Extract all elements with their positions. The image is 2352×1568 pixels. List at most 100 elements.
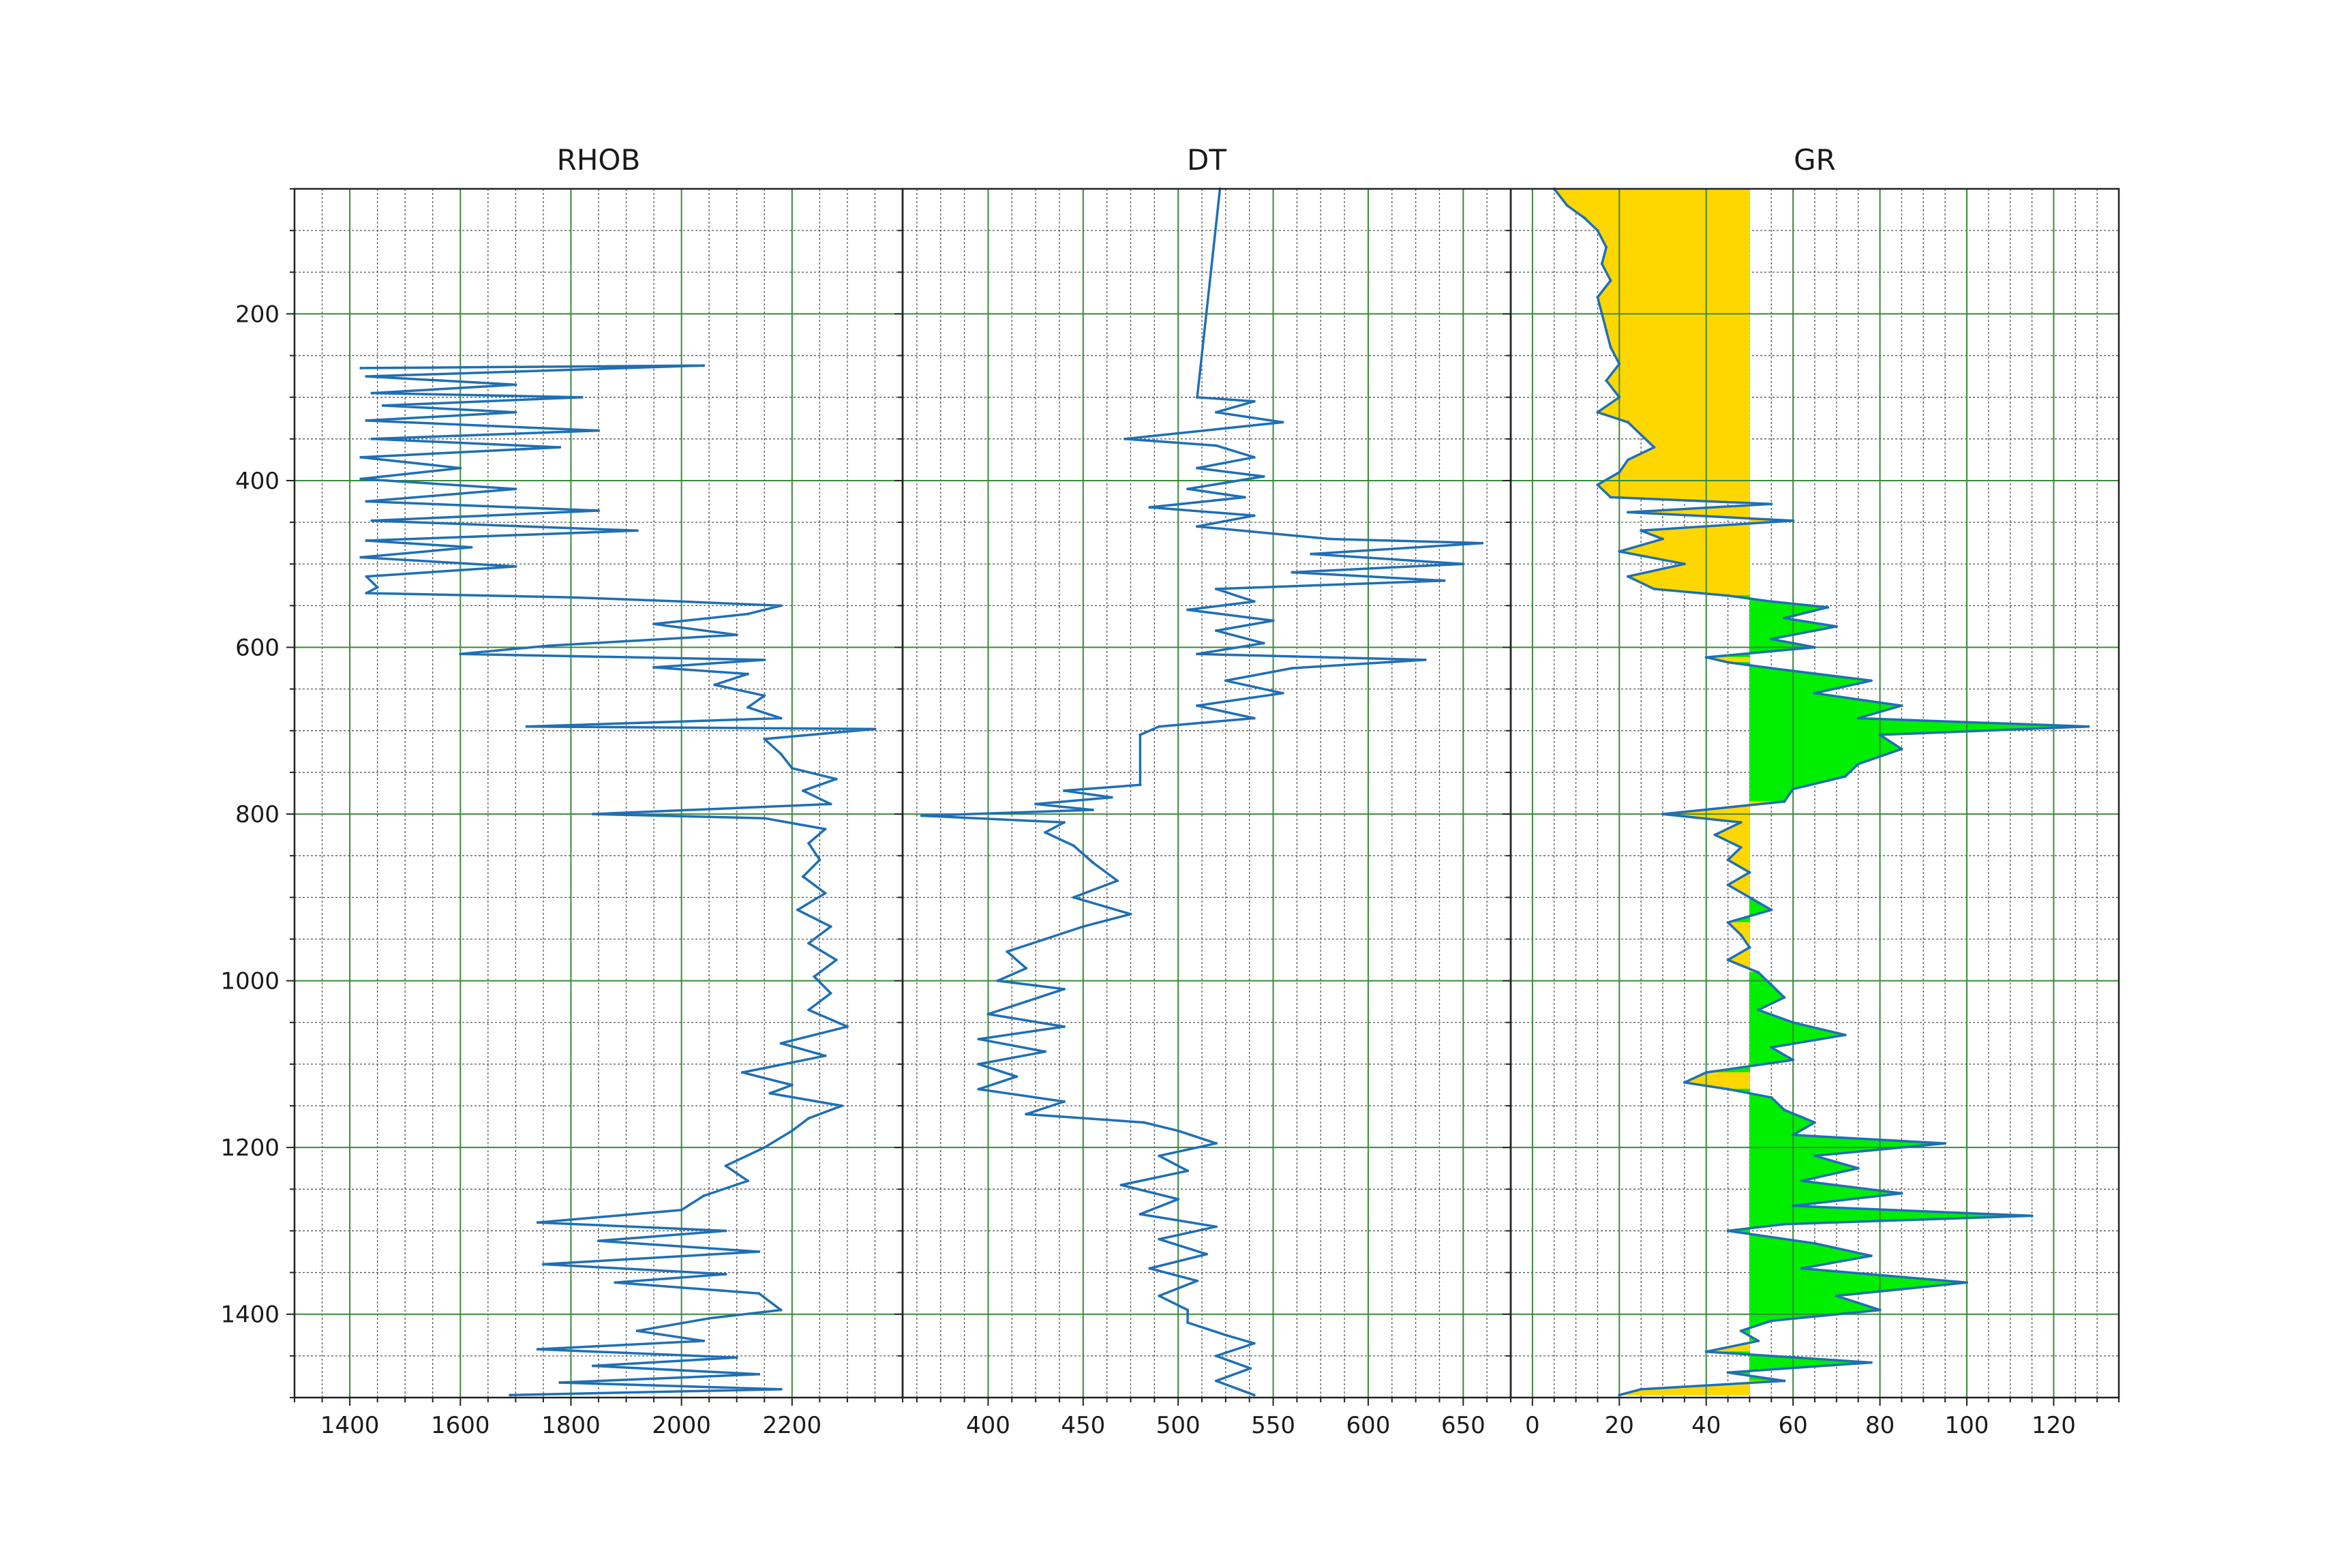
rhob-data-point <box>365 375 368 378</box>
dt-data-point <box>1139 1212 1142 1216</box>
dt-data-point <box>1481 541 1484 545</box>
dt-data-point <box>1091 808 1094 811</box>
rhob-data-point <box>541 1263 545 1266</box>
rhob-data-point <box>824 828 827 831</box>
rhob-data-point <box>536 1348 539 1351</box>
gr-data-point <box>1835 1294 1838 1297</box>
rhob-data-point <box>779 1308 783 1312</box>
rhob-data-point <box>763 694 766 697</box>
x-tick-label: 20 <box>1605 1412 1634 1439</box>
dt-data-point <box>1025 1113 1028 1116</box>
gr-data-point <box>1653 587 1656 590</box>
rhob-data-point <box>824 1054 827 1057</box>
dt-data-point <box>1081 925 1085 929</box>
rhob-data-point <box>802 789 805 792</box>
gr-data-point <box>1640 1387 1643 1391</box>
track-rhob: 1400 1600 1800 2000 2200 200 400 600 800 1000 1200… <box>220 143 904 1439</box>
dt-curve-group <box>920 187 1484 1397</box>
dt-data-point <box>1143 1121 1146 1124</box>
gr-data-point <box>1770 1319 1773 1323</box>
sand-fill-segment <box>1610 346 1750 365</box>
rhob-data-point <box>757 1292 761 1295</box>
dt-data-point <box>1062 789 1066 792</box>
rhob-data-point <box>702 364 706 367</box>
rhob-minor-grid <box>294 188 903 1398</box>
dt-data-point <box>1015 1075 1019 1079</box>
rhob-data-point <box>790 1083 794 1087</box>
gr-data-point <box>1783 996 1786 999</box>
rhob-data-point <box>652 665 656 669</box>
x-tick-label: 60 <box>1779 1412 1808 1439</box>
gr-data-point <box>1609 346 1612 349</box>
gr-data-point <box>1596 229 1599 232</box>
gr-data-point <box>1748 946 1751 949</box>
rhob-data-point <box>834 777 838 781</box>
dt-data-point <box>986 1012 990 1016</box>
rhob-data-point <box>381 404 385 407</box>
gr-data-point <box>1800 1267 1803 1270</box>
track-dt: 400 450 500 550 600 650 DT <box>894 143 1512 1439</box>
rhob-data-point <box>635 1329 639 1333</box>
rhob-data-point <box>558 1381 562 1384</box>
dt-data-point <box>1196 1279 1199 1282</box>
dt-data-point <box>1072 844 1075 847</box>
gr-data-point <box>1813 691 1816 695</box>
gr-data-point <box>1770 1096 1773 1099</box>
rhob-track-title: RHOB <box>557 143 641 177</box>
y-tick-label: 1200 <box>220 1134 280 1162</box>
x-tick-label: 120 <box>2032 1412 2076 1439</box>
gr-data-point <box>1856 1166 1860 1170</box>
dt-data-point <box>1186 1169 1190 1173</box>
rhob-data-point <box>652 622 656 626</box>
gr-data-point <box>1770 667 1773 670</box>
rhob-data-point <box>597 1239 600 1243</box>
dt-data-point <box>1062 1025 1066 1028</box>
x-tick-label: 400 <box>966 1412 1010 1439</box>
sand-fill-segment <box>1640 434 1750 448</box>
rhob-data-point <box>514 383 517 387</box>
sand-fill-segment <box>1601 314 1750 331</box>
dt-data-point <box>1177 1129 1180 1132</box>
rhob-major-grid <box>295 189 903 1398</box>
gr-data-point <box>1565 204 1569 207</box>
gr-data-point <box>1600 312 1603 316</box>
rhob-data-point <box>365 592 368 595</box>
sand-fill-segment <box>1597 484 1750 498</box>
sand-fill-segment <box>1618 459 1750 473</box>
gr-data-point <box>1783 1379 1786 1383</box>
x-tick-label: 550 <box>1251 1412 1295 1439</box>
rhob-data-point <box>779 604 783 607</box>
gr-data-point <box>1600 262 1603 266</box>
gr-data-point <box>2087 725 2090 728</box>
dt-data-point <box>1214 1142 1218 1145</box>
rhob-data-point <box>365 539 368 543</box>
gr-data-point <box>1843 775 1847 779</box>
rhob-data-point <box>818 858 821 862</box>
dt-data-point <box>1091 860 1094 864</box>
dt-data-point <box>1119 1183 1123 1187</box>
dt-data-point <box>1196 525 1199 528</box>
gr-data-point <box>1792 1058 1795 1061</box>
gr-data-point <box>1770 637 1773 641</box>
gr-data-point <box>1748 896 1751 899</box>
gr-data-point <box>1757 971 1760 974</box>
dt-data-point <box>1196 395 1199 399</box>
rhob-data-point <box>525 725 528 728</box>
rhob-data-point <box>763 1146 766 1149</box>
dt-data-point <box>1044 1050 1047 1053</box>
gr-x-axis: 0 20 40 60 80 100 120 <box>1510 1398 2120 1439</box>
gr-data-point <box>1770 1046 1773 1049</box>
dt-data-point <box>1148 506 1151 509</box>
rhob-data-point <box>359 477 363 481</box>
rhob-data-point <box>779 1387 783 1391</box>
gr-data-point <box>1783 616 1786 620</box>
dt-track-title: DT <box>1187 143 1226 177</box>
gr-data-point <box>1739 845 1743 849</box>
y-tick-label: 600 <box>235 635 280 662</box>
gr-data-point <box>1748 871 1751 874</box>
rhob-data-point <box>757 1372 761 1376</box>
rhob-data-point <box>509 1393 512 1397</box>
rhob-data-point <box>779 1042 783 1045</box>
gr-data-point <box>1792 519 1795 522</box>
